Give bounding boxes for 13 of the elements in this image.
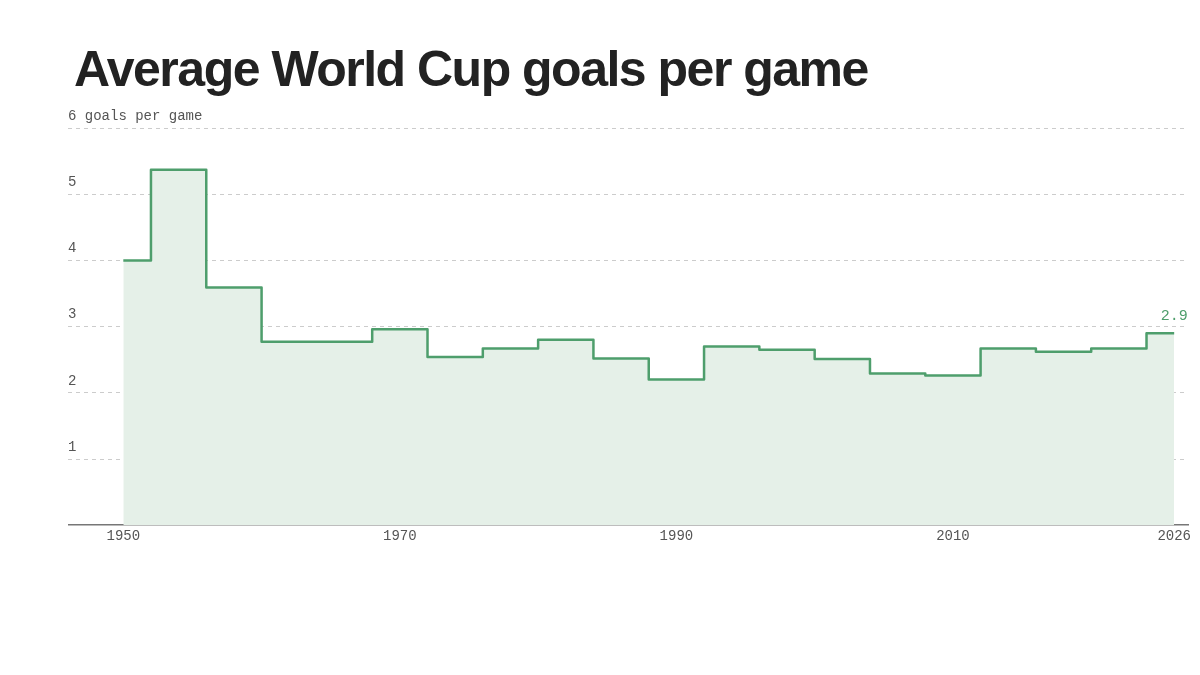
y-tick-label: 4 xyxy=(68,240,77,257)
y-tick-label: 3 xyxy=(68,306,77,323)
x-tick-label: 1970 xyxy=(383,528,417,545)
y-tick-label: 5 xyxy=(68,173,77,190)
x-tick-label: 2026 xyxy=(1157,528,1191,545)
y-tick-label: 2 xyxy=(68,372,77,389)
x-tick-label: 1950 xyxy=(106,528,141,545)
x-tick-label: 1990 xyxy=(659,528,694,545)
chart-title: Average World Cup goals per game xyxy=(74,40,869,98)
x-tick-label: 2010 xyxy=(936,528,970,545)
y-tick-label: 1 xyxy=(68,438,77,455)
y-tick-label: 6 goals per game xyxy=(68,107,203,124)
data-label: 2.9 xyxy=(1160,307,1188,325)
